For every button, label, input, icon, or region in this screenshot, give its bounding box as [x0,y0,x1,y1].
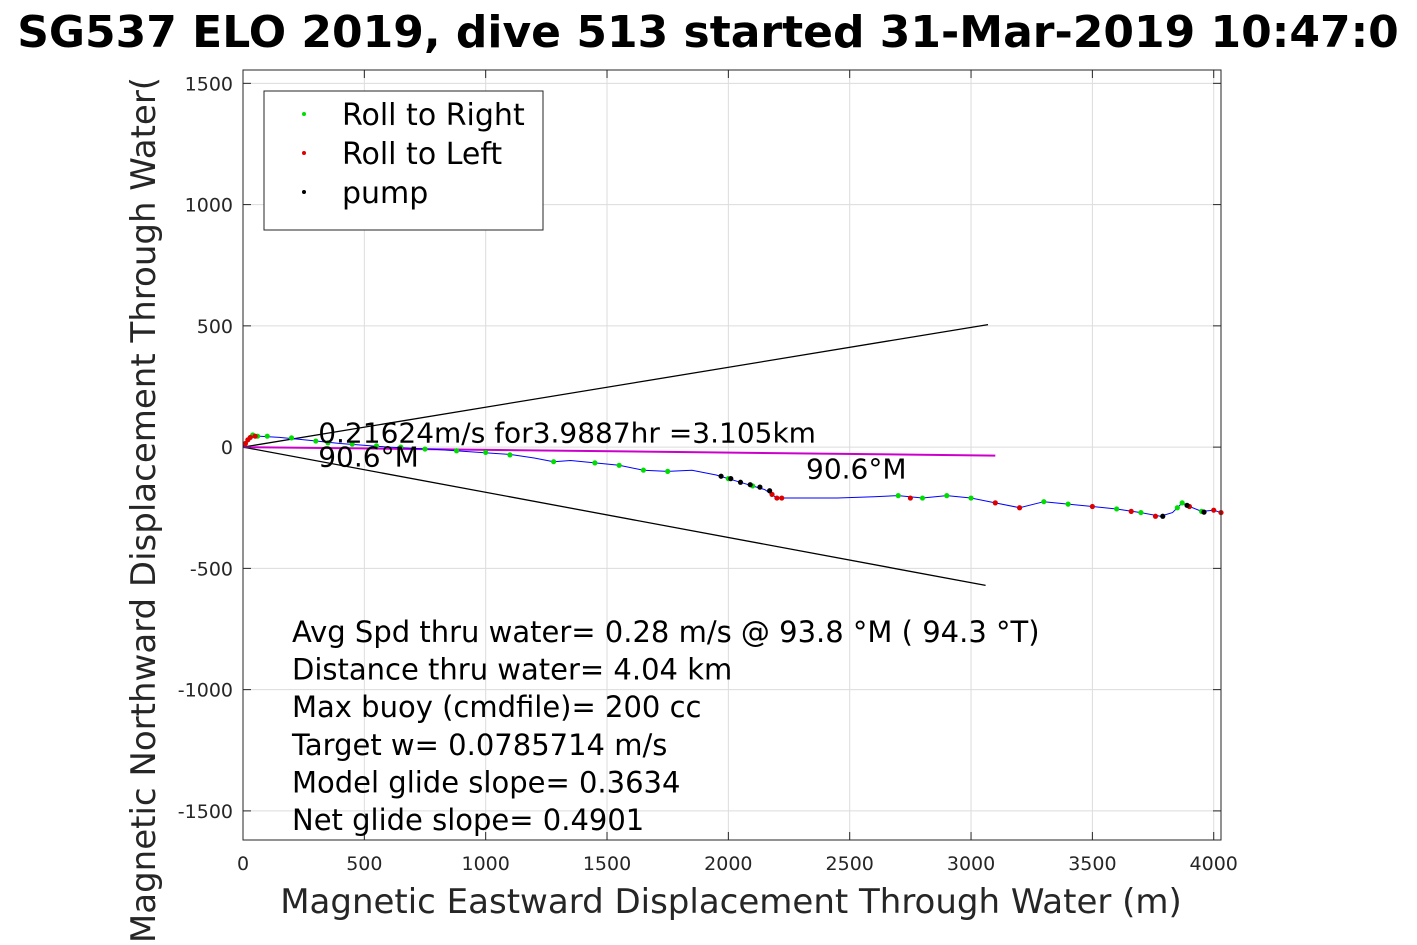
x-tick-label: 1500 [583,853,631,875]
point-pump [757,484,763,490]
point-roll-to-right [373,443,380,449]
chart-title: SG537 ELO 2019, dive 513 started 31-Mar-… [17,7,1399,58]
plot-points [242,432,1224,519]
point-roll-to-right [944,493,950,499]
point-roll-to-left [252,433,258,439]
point-roll-to-right [968,495,974,501]
point-roll-to-right [895,493,901,499]
stats-line: Model glide slope= 0.3634 [292,765,680,799]
annotation-label: 90.6°M [318,441,419,474]
annotation-label: 0.21624m/s for3.9887hr =3.105km [318,416,816,449]
plot-frame [242,69,1222,841]
point-roll-to-right [551,459,557,465]
x-tick-label: 3500 [1068,853,1116,875]
y-tick-label: 0 [221,437,233,459]
cone-lower-line [242,446,986,587]
point-roll-to-right [422,446,428,452]
stats-text: Avg Spd thru water= 0.28 m/s @ 93.8 °M (… [291,615,1040,837]
y-tick-label: 1000 [185,195,233,217]
x-tick-label: 0 [237,853,249,875]
point-pump [1201,509,1207,515]
y-tick-label: 1500 [185,73,233,95]
point-roll-to-right [616,462,622,468]
point-roll-to-right [483,449,489,456]
stats-line: Net glide slope= 0.4901 [292,803,644,837]
point-roll-to-left [1211,507,1217,513]
legend-marker [302,151,306,155]
point-roll-to-left [992,500,998,506]
point-pump [767,488,773,494]
point-roll-to-right [592,460,598,466]
point-roll-to-right [919,495,926,501]
point-roll-to-right [640,467,647,473]
legend-label: Roll to Left [342,137,502,172]
point-roll-to-right [325,440,331,446]
point-roll-to-right [507,452,513,458]
x-axis-label: Magnetic Eastward Displacement Through W… [280,882,1182,922]
point-roll-to-left [774,495,780,501]
stats-line: Distance thru water= 4.04 km [292,653,732,687]
stats-line: Avg Spd thru water= 0.28 m/s @ 93.8 °M (… [292,615,1040,649]
point-pump [1160,513,1166,519]
point-pump [718,473,724,479]
legend-label: Roll to Right [342,98,525,133]
point-roll-to-right [1041,499,1047,505]
current-vector-line [242,446,996,457]
axis-ticks: 0 500 1000 1500 2000 2500 3000 3500 4000 1500 1000… [178,70,1238,875]
legend-marker [302,112,306,116]
y-tick-label: 500 [197,316,233,338]
point-roll-to-right [398,444,404,450]
y-tick-label: -500 [190,558,233,580]
point-roll-to-left [779,495,785,501]
legend-box [263,90,544,231]
x-tick-label: 2500 [826,853,874,875]
stats-line: Max buoy (cmdfile)= 200 cc [292,690,701,724]
x-tick-label: 2000 [704,853,752,875]
point-roll-to-right [665,468,671,474]
x-tick-label: 4000 [1190,853,1238,875]
point-roll-to-left [1128,508,1134,514]
point-roll-to-right [264,433,270,439]
point-roll-to-right [1179,500,1185,506]
point-roll-to-right [1174,505,1180,511]
point-roll-to-right [349,441,355,447]
y-tick-label: -1500 [178,801,233,823]
point-roll-to-right [1114,506,1120,512]
point-roll-to-right [288,435,295,441]
legend-marker [302,190,306,194]
annotation-label: 90.6°M [806,453,907,486]
point-roll-to-left [1152,513,1159,519]
point-roll-to-left [247,434,253,441]
y-axis-label: Magnetic Northward Displacement Through … [124,77,164,943]
point-roll-to-right [453,448,460,454]
x-tick-label: 1000 [462,853,510,875]
stats-line: Target w= 0.0785714 m/s [291,728,667,762]
point-roll-to-right [313,438,319,444]
point-pump [728,476,734,482]
point-roll-to-right [1138,509,1144,516]
y-tick-label: -1000 [178,680,233,702]
legend: Roll to Right Roll to Left pump [263,90,544,231]
x-tick-label: 500 [346,853,382,875]
point-roll-to-right [1065,501,1071,507]
point-roll-to-left [1089,503,1095,510]
point-pump [737,479,744,485]
point-pump [1184,502,1190,508]
legend-label: pump [342,176,428,211]
cone-upper-line [242,323,989,448]
point-roll-to-left [907,495,913,501]
point-pump [747,482,753,488]
point-roll-to-left [1016,505,1023,511]
x-tick-label: 3000 [947,853,995,875]
